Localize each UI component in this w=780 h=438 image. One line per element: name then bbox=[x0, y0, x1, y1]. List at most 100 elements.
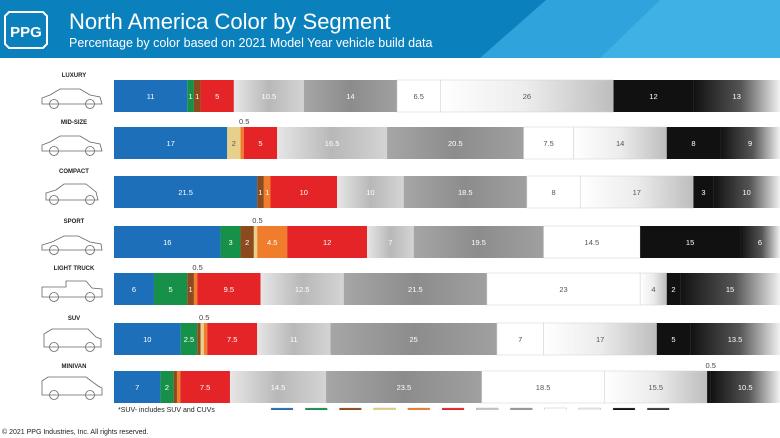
page-subtitle: Percentage by color based on 2021 Model … bbox=[69, 36, 433, 50]
bar-label-light-truck-silver: 12.5 bbox=[295, 285, 310, 294]
bar-label-compact-silver: 10 bbox=[366, 188, 374, 197]
bar-label-suv-white-solid: 7 bbox=[518, 335, 522, 344]
bar-label-minivan-white-solid: 18.5 bbox=[536, 383, 551, 392]
bar-mid-size-red bbox=[243, 127, 278, 159]
bar-light-truck-blue bbox=[114, 273, 154, 305]
bar-label-mid-size-white-solid: 7.5 bbox=[543, 139, 553, 148]
segment-label-sport: SPORT bbox=[64, 219, 85, 225]
bar-compact-red bbox=[270, 176, 338, 208]
bar-label-mid-size-black-metallic: 9 bbox=[748, 139, 752, 148]
bar-label-sport-blue: 16 bbox=[163, 238, 171, 247]
segment-row-mid-size: MID-SIZE 17 2 5 16.5 20.5 7.5 14 8 9 0.5 bbox=[41, 117, 780, 160]
bar-minivan-brown bbox=[173, 371, 177, 403]
bar-minivan-black-solid bbox=[707, 371, 711, 403]
bar-label-compact-orange: 1 bbox=[265, 188, 269, 197]
bar-mid-size-white-pearl-metallic bbox=[573, 126, 668, 160]
bar-label-minivan-blue: 7 bbox=[135, 383, 139, 392]
bar-luxury-red bbox=[200, 80, 234, 112]
bar-label-light-truck-brown: 1 bbox=[189, 285, 193, 294]
bar-label-mid-size-silver: 16.5 bbox=[325, 139, 340, 148]
bar-suv-white-pearl-metallic bbox=[543, 322, 658, 356]
bar-label-mid-size-gray: 20.5 bbox=[448, 139, 463, 148]
bar-compact-black-solid bbox=[693, 176, 714, 208]
bar-minivan-silver bbox=[229, 371, 327, 403]
bar-label-sport-green: 3 bbox=[228, 238, 232, 247]
bar-luxury-black-solid bbox=[613, 80, 694, 112]
bar-label-mid-size-black-solid: 8 bbox=[691, 139, 695, 148]
legend-swatch-red bbox=[441, 407, 465, 410]
bar-label-luxury-black-metallic: 13 bbox=[733, 92, 741, 101]
bar-light-truck-brown bbox=[187, 273, 194, 305]
bar-label-compact-black-solid: 3 bbox=[701, 188, 705, 197]
bar-sport-black-metallic bbox=[740, 226, 780, 258]
callout-sport: 0.5 bbox=[252, 216, 262, 225]
bar-light-truck-gray bbox=[343, 273, 487, 305]
legend-swatch-black-solid bbox=[612, 407, 636, 410]
callout-mid-size: 0.5 bbox=[239, 117, 249, 126]
bar-label-luxury-white-pearl-metallic: 26 bbox=[523, 92, 531, 101]
segment-label-minivan: MINIVAN bbox=[62, 364, 87, 370]
bar-label-luxury-brown: 1 bbox=[195, 92, 199, 101]
bar-label-sport-silver: 7 bbox=[388, 238, 392, 247]
bar-mid-size-gray bbox=[387, 127, 524, 159]
bar-label-suv-black-metallic: 13.5 bbox=[728, 335, 743, 344]
bar-label-compact-blue: 21.5 bbox=[178, 188, 193, 197]
bar-label-light-truck-gray: 21.5 bbox=[408, 285, 423, 294]
bar-sport-red bbox=[287, 226, 368, 258]
minivan-vehicle-icon bbox=[41, 376, 103, 400]
bar-label-minivan-red: 7.5 bbox=[200, 383, 210, 392]
bar-mid-size-white-solid bbox=[523, 126, 574, 160]
pickup-vehicle-icon bbox=[41, 280, 103, 302]
bar-light-truck-white-pearl-metallic bbox=[639, 272, 668, 306]
bar-luxury-black-metallic bbox=[693, 80, 780, 112]
bar-label-compact-brown: 1 bbox=[258, 188, 262, 197]
bar-luxury-white-solid bbox=[396, 79, 441, 113]
bar-compact-gray bbox=[403, 176, 527, 208]
bar-sport-silver bbox=[367, 226, 414, 258]
copyright-notice: © 2021 PPG Industries, Inc. All rights r… bbox=[2, 429, 149, 436]
bar-luxury-white-pearl-metallic bbox=[440, 79, 614, 113]
logo-text: PPG bbox=[10, 24, 42, 41]
segment-row-light-truck: LIGHT TRUCK 6 5 1 9.5 12.5 21.5 23 4 2 15 0.5 bbox=[41, 263, 780, 306]
bar-suv-brown bbox=[197, 323, 201, 355]
bar-suv-gold-beige bbox=[200, 323, 204, 355]
bar-label-suv-blue: 10 bbox=[143, 335, 151, 344]
bar-minivan-gray bbox=[326, 371, 482, 403]
bar-suv-orange bbox=[203, 323, 208, 355]
bar-label-minivan-green: 2 bbox=[165, 383, 169, 392]
segment-label-suv: SUV bbox=[68, 316, 80, 322]
legend-swatch-green bbox=[305, 407, 328, 410]
bar-label-compact-black-metallic: 10 bbox=[743, 188, 751, 197]
bar-sport-gold-beige bbox=[253, 226, 258, 258]
bar-label-suv-silver: 11 bbox=[290, 335, 298, 344]
bar-label-suv-green: 2.5 bbox=[184, 335, 194, 344]
bar-label-light-truck-white-solid: 23 bbox=[559, 285, 567, 294]
legend-swatch-white-pearl-metallic bbox=[578, 407, 601, 410]
segment-label-light-truck: LIGHT TRUCK bbox=[54, 266, 95, 272]
bar-label-minivan-black-metallic: 10.5 bbox=[738, 383, 753, 392]
bar-label-light-truck-black-solid: 2 bbox=[671, 285, 675, 294]
bar-label-light-truck-red: 9.5 bbox=[224, 285, 234, 294]
bar-label-mid-size-blue: 17 bbox=[166, 139, 174, 148]
bar-luxury-silver bbox=[233, 80, 304, 112]
bar-light-truck-black-solid bbox=[666, 273, 681, 305]
bar-label-light-truck-blue: 6 bbox=[132, 285, 136, 294]
legend-swatch-black-metallic bbox=[647, 407, 670, 410]
segment-label-luxury: LUXURY bbox=[62, 73, 86, 79]
bar-suv-green bbox=[180, 323, 198, 355]
bar-label-luxury-black-solid: 12 bbox=[649, 92, 657, 101]
bar-label-minivan-gray: 23.5 bbox=[397, 383, 412, 392]
bar-label-suv-white-pearl-metallic: 17 bbox=[596, 335, 604, 344]
legend-swatch-orange bbox=[407, 407, 430, 410]
bar-compact-brown bbox=[257, 176, 264, 208]
bar-luxury-brown bbox=[193, 80, 201, 112]
bar-light-truck-silver bbox=[260, 273, 344, 305]
bar-minivan-red bbox=[180, 371, 230, 403]
bar-label-compact-white-pearl-metallic: 17 bbox=[633, 188, 641, 197]
segment-row-minivan: MINIVAN 7 2 7.5 14.5 23.5 18.5 15.5 10.5 0.5 bbox=[41, 361, 780, 404]
bar-compact-orange bbox=[263, 176, 271, 208]
bar-label-suv-red: 7.5 bbox=[227, 335, 237, 344]
bar-light-truck-orange bbox=[193, 273, 198, 305]
bar-label-sport-gray: 19.5 bbox=[471, 238, 486, 247]
